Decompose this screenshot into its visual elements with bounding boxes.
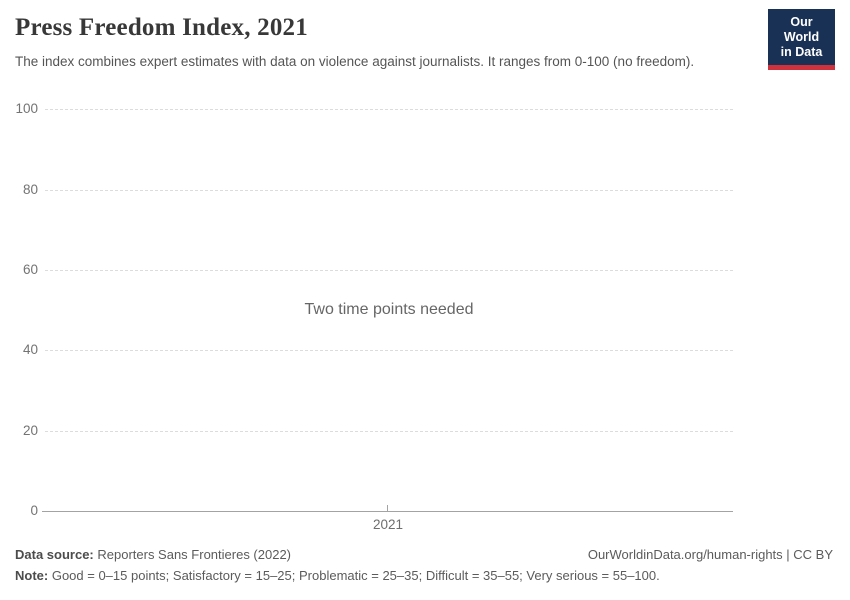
y-axis-tick-label-100: 100 xyxy=(15,101,38,116)
data-source-value: Reporters Sans Frontieres (2022) xyxy=(93,547,292,562)
footer-sources-row: Data source: Reporters Sans Frontieres (… xyxy=(15,547,833,563)
empty-state-message: Two time points needed xyxy=(304,301,474,318)
gridline-80 xyxy=(45,190,733,191)
page-title: Press Freedom Index, 2021 xyxy=(15,14,308,41)
gridline-20 xyxy=(45,431,733,432)
chart-subtitle: The index combines expert estimates with… xyxy=(15,54,695,69)
x-axis-line xyxy=(42,511,733,512)
data-source-label: Data source: xyxy=(15,547,94,562)
x-axis-tick-label-2021: 2021 xyxy=(372,517,404,532)
gridline-40 xyxy=(45,350,733,351)
note-label: Note: xyxy=(15,568,49,583)
y-axis-tick-label-80: 80 xyxy=(22,182,38,197)
gridline-60 xyxy=(45,270,733,271)
y-axis-tick-label-40: 40 xyxy=(22,342,38,357)
owid-logo-line2: in Data xyxy=(780,45,823,59)
data-source: Data source: Reporters Sans Frontieres (… xyxy=(15,547,291,563)
x-axis-tick-mark xyxy=(387,505,388,511)
y-axis-tick-label-60: 60 xyxy=(22,262,38,277)
owid-logo[interactable]: Our World in Data xyxy=(768,9,835,70)
y-axis-tick-label-0: 0 xyxy=(30,503,38,518)
footer-note-row: Note: Good = 0–15 points; Satisfactory =… xyxy=(15,568,833,584)
gridline-100 xyxy=(45,109,733,110)
y-axis-tick-label-20: 20 xyxy=(22,423,38,438)
note-text: Good = 0–15 points; Satisfactory = 15–25… xyxy=(48,568,660,583)
owid-logo-line1: Our World xyxy=(783,15,820,44)
attribution-link[interactable]: OurWorldinData.org/human-rights | CC BY xyxy=(587,547,833,562)
